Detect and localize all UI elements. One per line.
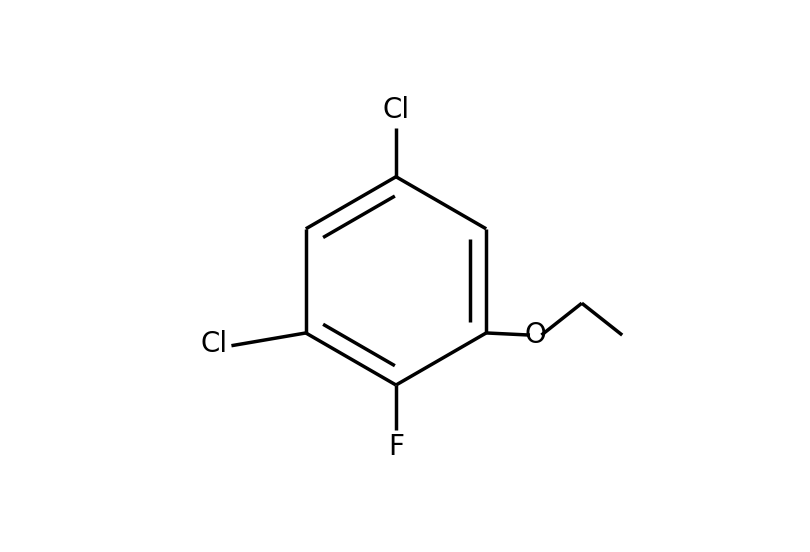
Text: O: O — [524, 321, 546, 349]
Text: Cl: Cl — [382, 97, 410, 124]
Text: F: F — [388, 433, 404, 461]
Text: Cl: Cl — [201, 330, 228, 358]
